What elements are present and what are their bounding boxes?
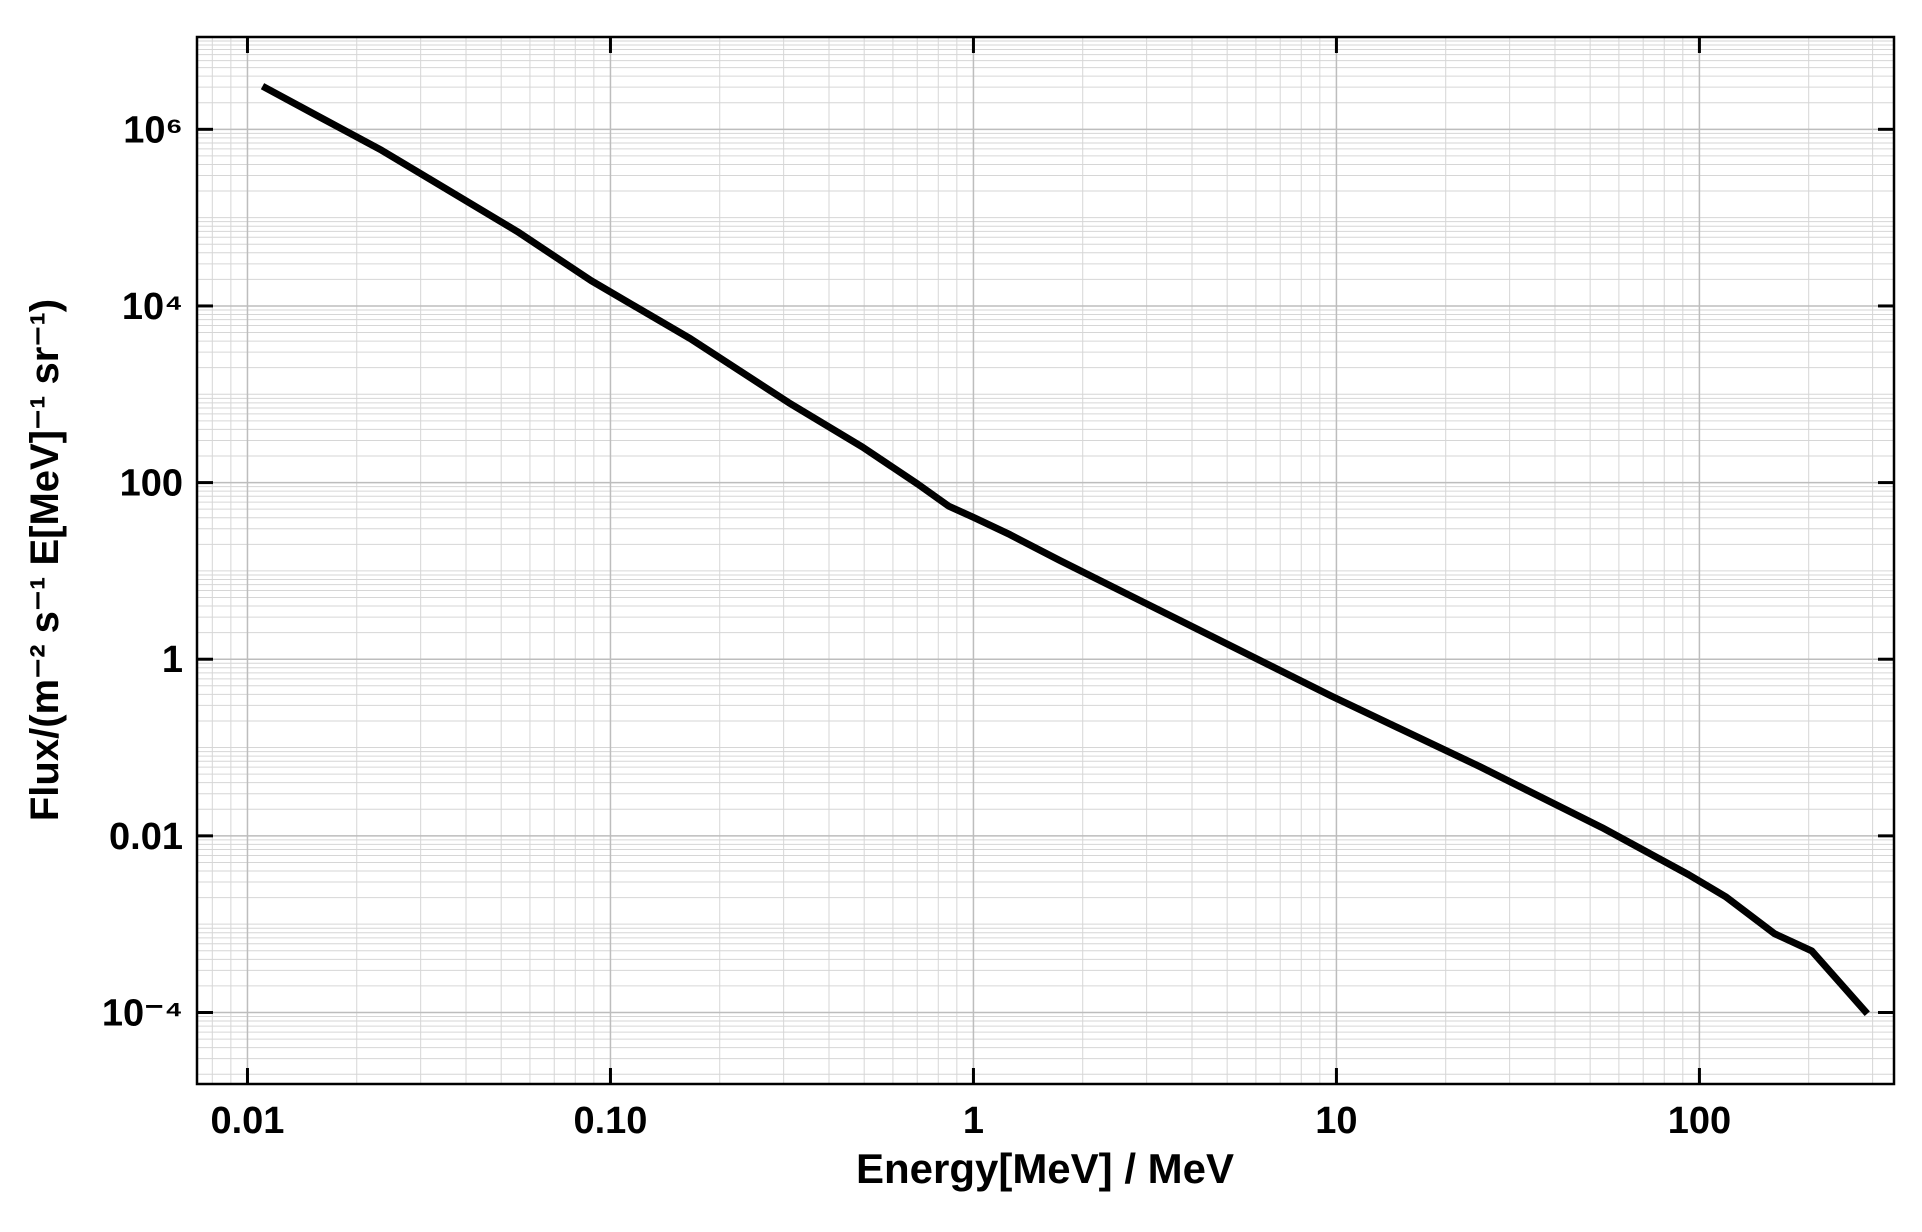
x-tick-label: 10: [1315, 1100, 1357, 1142]
y-tick-label: 100: [120, 463, 183, 505]
y-axis-label: Flux/(m⁻² s⁻¹ E[MeV]⁻¹ sr⁻¹): [23, 299, 67, 821]
x-tick-label: 100: [1668, 1100, 1731, 1142]
x-tick-label: 0.01: [210, 1100, 284, 1142]
y-tick-label: 1: [162, 639, 183, 681]
plot-frame: [195, 35, 1896, 1086]
x-tick-label: 1: [963, 1100, 984, 1142]
x-tick-label: 0.10: [573, 1100, 647, 1142]
y-tick-label: 0.01: [109, 816, 183, 858]
y-tick-label: 10⁻⁴: [102, 992, 183, 1034]
y-tick-label: 10⁶: [123, 109, 183, 151]
y-tick-label: 10⁴: [122, 286, 183, 328]
x-axis-label: Energy[MeV] / MeV: [856, 1145, 1234, 1192]
data-line: [260, 83, 1870, 1017]
